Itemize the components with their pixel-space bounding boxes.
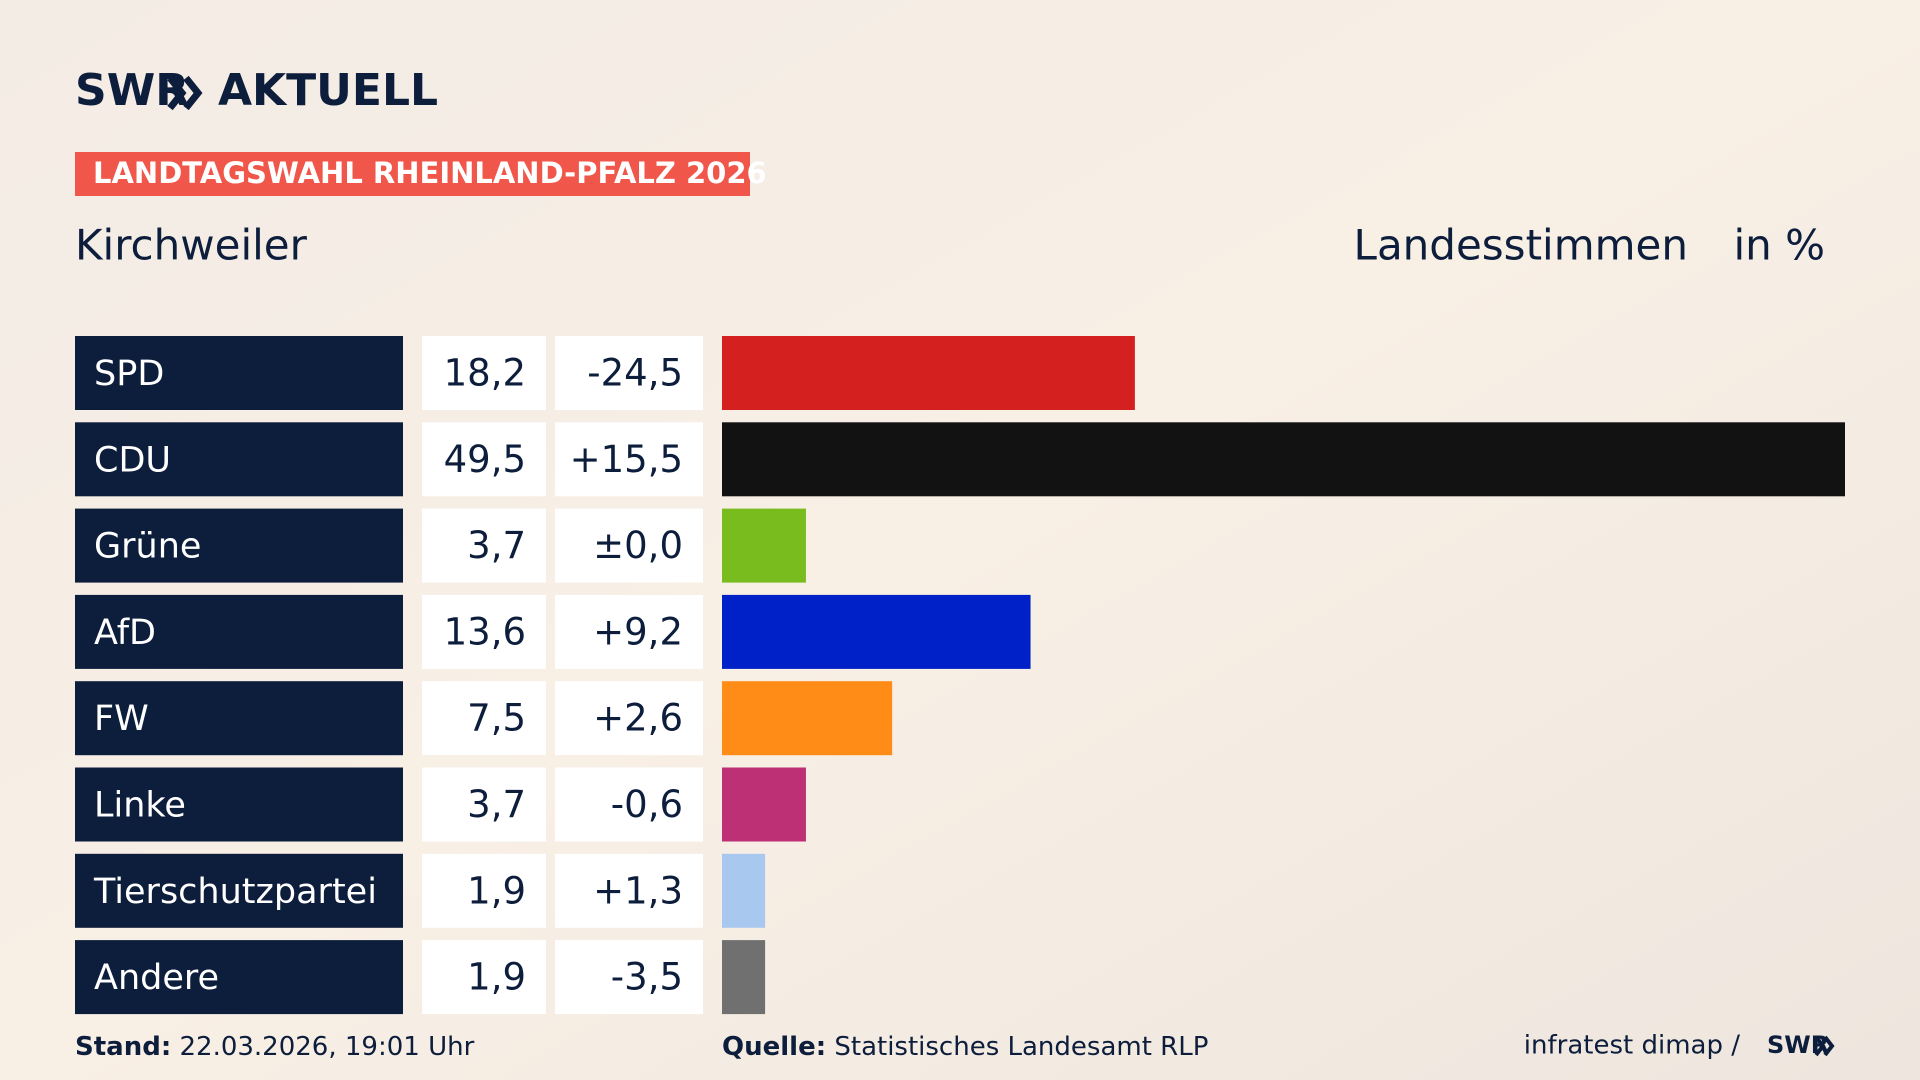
party-box (75, 853, 403, 928)
change-box (555, 767, 703, 842)
party-name: AfD (94, 613, 156, 653)
bar (722, 681, 893, 756)
party-name: CDU (94, 440, 171, 480)
source-label: Quelle: (722, 1032, 826, 1062)
value-box (422, 853, 546, 928)
bar (722, 594, 1031, 669)
bar (722, 940, 766, 1015)
change-label: +9,2 (593, 610, 683, 653)
change-label: -24,5 (587, 352, 683, 395)
value-label: 18,2 (444, 352, 526, 395)
value-label: 1,9 (467, 956, 526, 999)
party-box (75, 940, 403, 1015)
change-box (555, 508, 703, 583)
source: Statistisches Landesamt RLP (834, 1032, 1208, 1062)
party-box (75, 681, 403, 756)
value-label: 3,7 (467, 524, 526, 567)
logo-chevrons (167, 75, 203, 111)
chart-title: LANDTAGSWAHL RHEINLAND-PFALZ 2026 (93, 156, 767, 190)
value-label: 49,5 (444, 438, 526, 481)
party-name: Andere (94, 958, 219, 998)
logo-product: AKTUELL (218, 65, 438, 116)
party-box (75, 422, 403, 497)
value-box (422, 767, 546, 842)
party-name: SPD (94, 354, 164, 394)
bar (722, 853, 766, 928)
change-label: +2,6 (593, 697, 683, 740)
change-box (555, 594, 703, 669)
party-name: Linke (94, 786, 186, 826)
party-box (75, 594, 403, 669)
bar (722, 767, 806, 842)
party-name: Tierschutzpartei (93, 872, 377, 912)
value-box (422, 681, 546, 756)
value-box (422, 940, 546, 1015)
party-box (75, 767, 403, 842)
stand-label: Stand: (75, 1032, 171, 1062)
value-box (422, 422, 546, 497)
credit: infratest dimap / (1524, 1031, 1740, 1061)
value-box (422, 336, 546, 410)
change-label: +15,5 (570, 438, 683, 481)
party-box (75, 336, 403, 410)
value-label: 13,6 (444, 610, 526, 653)
value-label: 3,7 (467, 783, 526, 826)
party-box (75, 508, 403, 583)
bar (722, 336, 1135, 410)
party-name: Grüne (94, 527, 201, 567)
value-label: 7,5 (467, 697, 526, 740)
bar (722, 422, 1845, 497)
change-label: -0,6 (611, 783, 683, 826)
party-name: FW (94, 699, 149, 739)
footer-stand: Stand: 22.03.2026, 19:01 Uhr (75, 1032, 475, 1062)
rows: SPD 18,2 -24,5 CDU 49,5 +15,5 Grüne 3,7 ±0,0 AfD 1… (75, 336, 1845, 1015)
bar (722, 508, 806, 583)
change-box (555, 853, 703, 928)
change-box (555, 681, 703, 756)
value-box (422, 594, 546, 669)
footer-source: Quelle: Statistisches Landesamt RLP (722, 1032, 1208, 1062)
change-box (555, 940, 703, 1015)
value-header: Landesstimmen (1354, 221, 1688, 270)
value-label: 1,9 (467, 869, 526, 912)
value-box (422, 508, 546, 583)
change-box (555, 422, 703, 497)
change-label: +1,3 (593, 869, 683, 912)
unit-header: in % (1733, 221, 1825, 270)
stand: 22.03.2026, 19:01 Uhr (179, 1032, 474, 1062)
change-label: -3,5 (611, 956, 683, 999)
credit-chevrons (1814, 1035, 1835, 1057)
change-box (555, 336, 703, 410)
change-label: ±0,0 (593, 524, 683, 567)
subtitle: Kirchweiler (75, 221, 308, 270)
title-box (75, 152, 750, 196)
